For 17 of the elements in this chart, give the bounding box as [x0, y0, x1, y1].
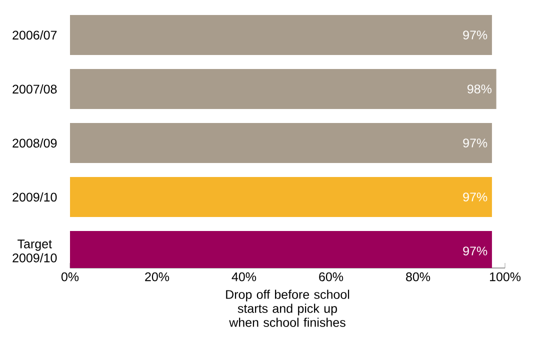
data-label: 97% — [463, 30, 488, 40]
y-tick-label: 2009/10 — [12, 192, 57, 202]
x-tick-label: 60% — [319, 272, 344, 282]
data-label: 97% — [463, 138, 488, 148]
x-tick-label: 40% — [232, 272, 256, 282]
x-tick-label: 0% — [61, 272, 79, 282]
data-label: 98% — [468, 84, 492, 94]
x-axis-title: Drop off before school starts and pick up when school finishes — [226, 290, 350, 327]
y-tick-label: Target 2009/10 — [12, 240, 57, 262]
y-tick-label: 2006/07 — [12, 30, 57, 40]
x-tick-label: 80% — [406, 272, 430, 282]
y-tick-label: 2007/08 — [12, 84, 57, 94]
x-tick-label: 100% — [490, 272, 521, 282]
x-tick-label: 20% — [145, 272, 170, 282]
data-label: 97% — [463, 192, 488, 202]
y-tick-label: 2008/09 — [12, 138, 57, 148]
data-label: 97% — [463, 246, 488, 256]
